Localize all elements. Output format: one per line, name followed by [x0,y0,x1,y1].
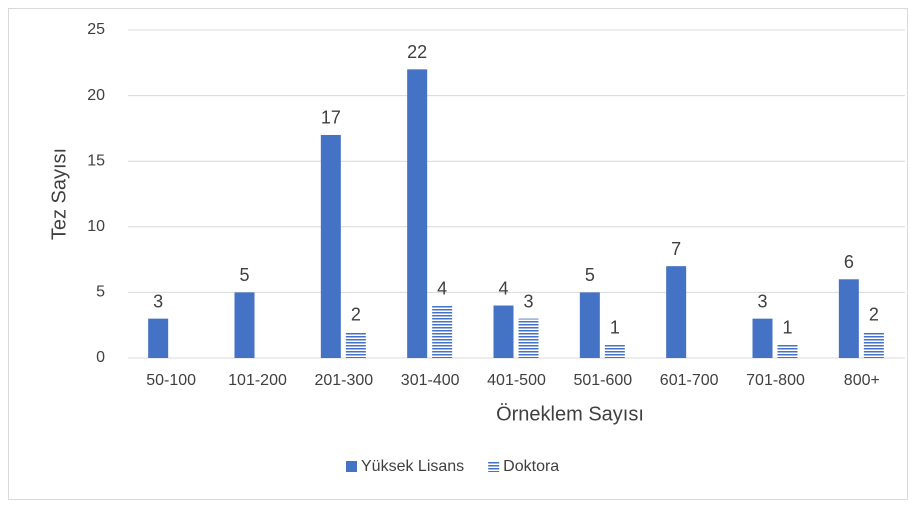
bar [345,331,366,358]
data-label: 3 [757,291,767,311]
bar [234,292,255,358]
legend-label: Yüksek Lisans [361,458,464,475]
x-tick-label: 601-700 [660,372,719,389]
y-tick-label: 0 [96,349,105,366]
data-label: 6 [844,252,854,272]
x-axis-title: Örneklem Sayısı [496,403,644,425]
data-label: 5 [239,265,249,285]
data-label: 1 [782,318,792,338]
x-tick-label: 501-600 [573,372,632,389]
bar [863,331,884,358]
data-label: 2 [351,305,361,325]
bar [752,318,773,358]
bar [493,305,514,358]
x-tick-label: 201-300 [314,372,373,389]
x-tick-label: 101-200 [228,372,287,389]
bar [148,318,169,358]
data-label: 17 [321,108,341,128]
y-tick-label: 15 [87,152,105,169]
bar [432,305,453,358]
y-tick-label: 10 [87,218,105,235]
data-label: 22 [407,42,427,62]
data-label: 5 [585,265,595,285]
legend-swatch [488,461,500,472]
data-label: 7 [671,239,681,259]
y-tick-label: 25 [87,21,105,38]
x-tick-label: 401-500 [487,372,546,389]
legend-swatch [346,461,357,472]
data-label: 4 [498,278,508,298]
bar [604,344,625,358]
data-label: 1 [610,318,620,338]
y-axis-title: Tez Sayısı [48,148,70,240]
chart-border [8,8,908,500]
bar [579,292,600,358]
data-label: 4 [437,278,447,298]
y-tick-label: 5 [96,284,105,301]
bar [407,69,428,359]
x-tick-label: 301-400 [401,372,460,389]
data-label: 3 [153,291,163,311]
bar [320,134,341,358]
bar [518,318,539,358]
y-tick-label: 20 [87,87,105,104]
bar [838,279,859,358]
x-tick-label: 800+ [844,372,880,389]
data-label: 3 [523,291,533,311]
x-tick-label: 50-100 [146,372,196,389]
bar [666,266,687,358]
data-label: 2 [869,305,879,325]
x-tick-label: 701-800 [746,372,805,389]
legend-label: Doktora [503,458,559,475]
bar [777,344,798,358]
